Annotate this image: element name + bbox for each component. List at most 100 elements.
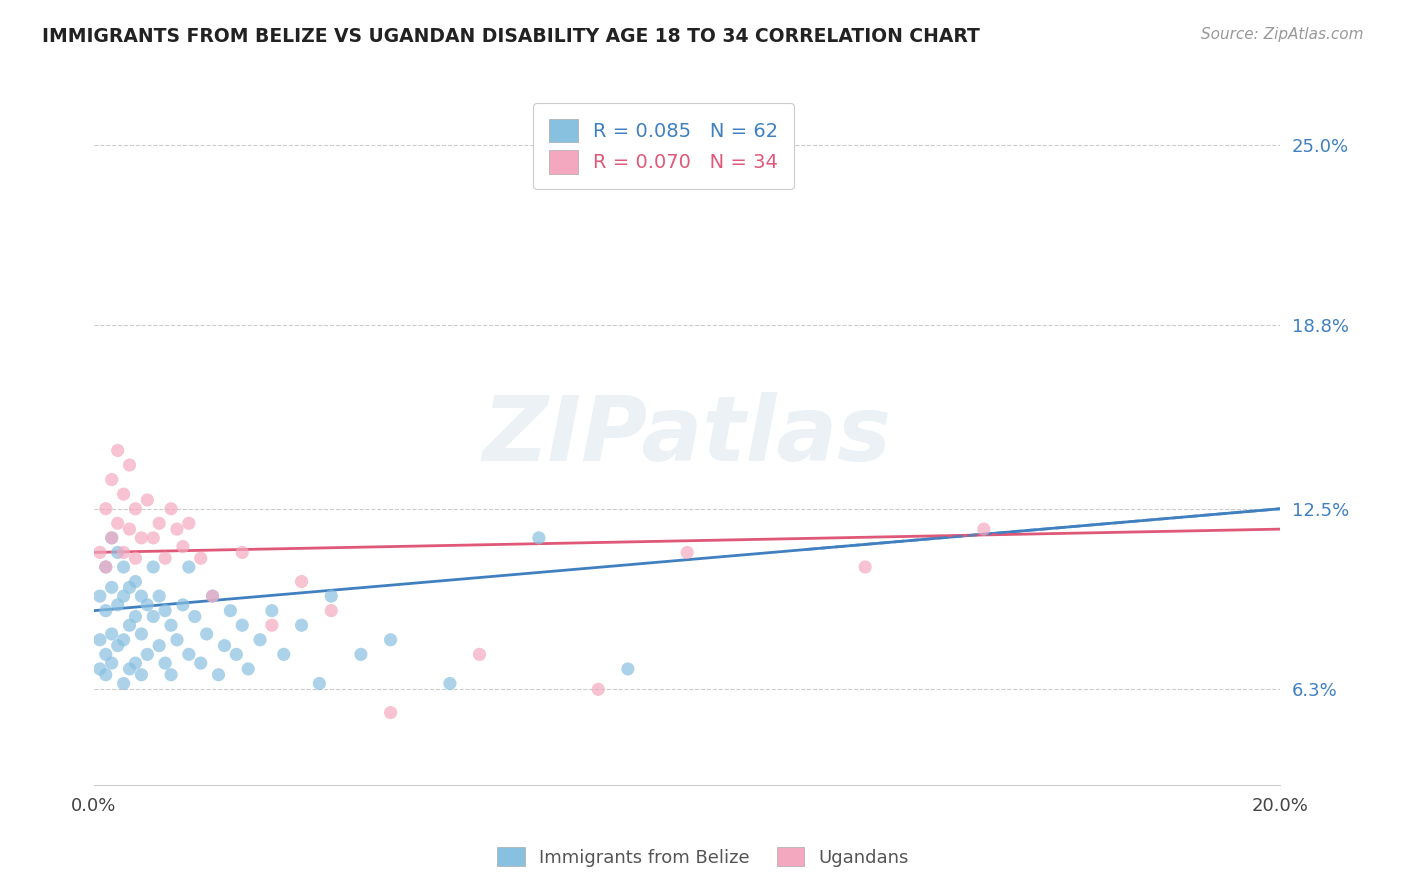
Point [160, 501, 183, 516]
Point [118, 458, 141, 472]
Point [231, 618, 253, 632]
Point [100, 531, 122, 545]
Point [89, 545, 111, 559]
Point [308, 676, 330, 690]
Point [177, 560, 200, 574]
Point [112, 487, 135, 501]
Point [148, 589, 170, 603]
Point [112, 676, 135, 690]
Point [439, 676, 461, 690]
Point [124, 656, 146, 670]
Point [290, 574, 312, 589]
Point [184, 609, 207, 624]
Point [100, 627, 122, 641]
Text: IMMIGRANTS FROM BELIZE VS UGANDAN DISABILITY AGE 18 TO 34 CORRELATION CHART: IMMIGRANTS FROM BELIZE VS UGANDAN DISABI… [42, 27, 980, 45]
Point [468, 648, 491, 662]
Point [94, 667, 117, 681]
Point [94, 648, 117, 662]
Point [201, 589, 224, 603]
Point [136, 648, 159, 662]
Point [107, 443, 129, 458]
Point [160, 667, 183, 681]
Point [527, 531, 550, 545]
Point [142, 560, 165, 574]
Point [100, 656, 122, 670]
Point [136, 493, 159, 508]
Point [321, 604, 343, 618]
Point [131, 627, 153, 641]
Point [172, 540, 194, 554]
Point [260, 618, 283, 632]
Point [676, 545, 699, 559]
Point [617, 662, 640, 676]
Point [124, 574, 146, 589]
Point [142, 609, 165, 624]
Point [118, 522, 141, 536]
Point [190, 551, 212, 566]
Point [177, 516, 200, 531]
Point [148, 516, 170, 531]
Point [380, 706, 402, 720]
Point [177, 648, 200, 662]
Point [89, 589, 111, 603]
Point [153, 656, 176, 670]
Point [107, 516, 129, 531]
Point [249, 632, 271, 647]
Point [94, 560, 117, 574]
Point [190, 656, 212, 670]
Point [100, 531, 122, 545]
Point [142, 531, 165, 545]
Point [380, 632, 402, 647]
Point [973, 522, 995, 536]
Point [118, 618, 141, 632]
Point [124, 551, 146, 566]
Text: Source: ZipAtlas.com: Source: ZipAtlas.com [1201, 27, 1364, 42]
Point [225, 648, 247, 662]
Point [112, 545, 135, 559]
Text: ZIPatlas: ZIPatlas [482, 392, 891, 480]
Point [201, 589, 224, 603]
Point [131, 531, 153, 545]
Point [107, 639, 129, 653]
Point [131, 589, 153, 603]
Point [350, 648, 373, 662]
Point [112, 560, 135, 574]
Point [118, 662, 141, 676]
Point [321, 589, 343, 603]
Point [290, 618, 312, 632]
Point [153, 604, 176, 618]
Point [166, 632, 188, 647]
Point [148, 639, 170, 653]
Point [112, 632, 135, 647]
Point [100, 473, 122, 487]
Point [172, 598, 194, 612]
Point [112, 589, 135, 603]
Point [89, 662, 111, 676]
Point [195, 627, 218, 641]
Point [89, 632, 111, 647]
Point [586, 682, 609, 697]
Point [260, 604, 283, 618]
Point [94, 560, 117, 574]
Point [219, 604, 242, 618]
Point [273, 648, 295, 662]
Point [124, 501, 146, 516]
Point [207, 667, 229, 681]
Point [107, 598, 129, 612]
Point [94, 501, 117, 516]
Point [214, 639, 236, 653]
Point [100, 580, 122, 594]
Point [166, 522, 188, 536]
Point [94, 604, 117, 618]
Point [136, 598, 159, 612]
Point [131, 667, 153, 681]
Point [160, 618, 183, 632]
Point [853, 560, 876, 574]
Point [153, 551, 176, 566]
Point [124, 609, 146, 624]
Legend: R = 0.085   N = 62, R = 0.070   N = 34: R = 0.085 N = 62, R = 0.070 N = 34 [533, 103, 794, 189]
Legend: Immigrants from Belize, Ugandans: Immigrants from Belize, Ugandans [491, 840, 915, 874]
Point [238, 662, 260, 676]
Point [118, 580, 141, 594]
Point [231, 545, 253, 559]
